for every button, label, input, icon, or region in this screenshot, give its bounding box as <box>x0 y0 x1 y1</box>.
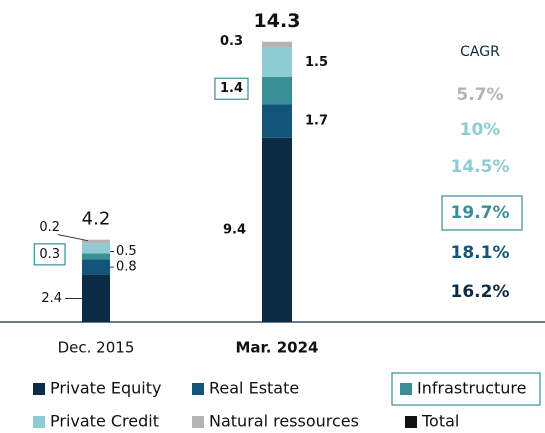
highlight-box <box>214 77 249 100</box>
cagr-value: 5.7% <box>456 85 503 105</box>
data-label: 0.3 <box>220 34 243 49</box>
data-label: 1.5 <box>305 55 328 70</box>
category-label: Mar. 2024 <box>236 339 319 357</box>
bar-segment <box>262 77 292 105</box>
cagr-value: 14.5% <box>451 157 510 177</box>
bar-segment <box>262 41 292 48</box>
data-label: 0.5 <box>116 244 137 259</box>
bar-segment <box>82 259 110 275</box>
bar-segment <box>262 137 292 322</box>
total-label: 14.3 <box>254 10 301 32</box>
data-label: 1.7 <box>305 114 328 129</box>
total-label: 4.2 <box>82 209 111 230</box>
highlight-box <box>33 243 66 266</box>
data-label: 1.4 <box>220 81 243 96</box>
legend-label: Private Equity <box>50 379 161 398</box>
legend-label: Natural ressources <box>209 412 359 431</box>
bar-segment <box>82 274 110 322</box>
legend-swatch <box>405 416 417 428</box>
cagr-value: 16.2% <box>451 282 510 302</box>
data-label: 0.2 <box>39 220 60 235</box>
bar-segment <box>82 253 110 260</box>
bar-segment <box>262 47 292 77</box>
legend-swatch <box>33 416 45 428</box>
cagr-value: 10% <box>460 120 501 140</box>
cagr-value: 18.1% <box>451 243 510 263</box>
leader-line <box>57 234 89 242</box>
bar-segment <box>262 104 292 138</box>
data-label: 0.3 <box>39 247 60 262</box>
category-label: Dec. 2015 <box>58 339 135 357</box>
bar-segment <box>82 243 110 254</box>
cagr-value: 19.7% <box>451 203 510 223</box>
highlight-box <box>441 195 523 231</box>
cagr-title: CAGR <box>460 44 500 60</box>
legend-label: Real Estate <box>209 379 299 398</box>
bar-segment <box>82 239 110 244</box>
legend-label: Infrastructure <box>417 379 526 398</box>
data-label: 0.8 <box>116 260 137 275</box>
highlight-box <box>391 372 541 406</box>
data-label: 9.4 <box>223 222 246 237</box>
legend-swatch <box>400 383 412 395</box>
legend-swatch <box>33 383 45 395</box>
legend-label: Total <box>421 412 459 431</box>
legend-label: Private Credit <box>50 412 159 431</box>
legend-swatch <box>192 416 204 428</box>
legend-swatch <box>192 383 204 395</box>
data-label: 2.4 <box>41 291 62 306</box>
